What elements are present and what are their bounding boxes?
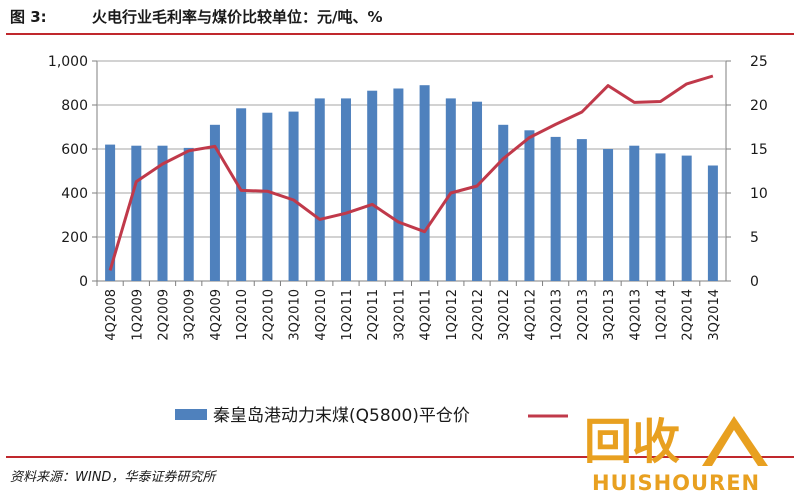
x-tick-label: 3Q2013 bbox=[602, 289, 617, 341]
legend-bar-swatch bbox=[175, 409, 207, 420]
x-tick-label: 3Q2014 bbox=[707, 289, 722, 341]
x-tick-label: 3Q2010 bbox=[288, 289, 303, 341]
watermark-logo: 回收 HUISHOUREN bbox=[584, 414, 768, 495]
bar-2Q2012 bbox=[472, 101, 483, 281]
x-tick-label: 2Q2011 bbox=[366, 289, 381, 341]
x-tick-label: 2Q2013 bbox=[576, 289, 591, 341]
x-tick-label: 3Q2009 bbox=[183, 289, 198, 341]
right-tick-label: 10 bbox=[750, 186, 768, 202]
bar-2Q2010 bbox=[262, 112, 273, 281]
figure-title: 火电行业毛利率与煤价比较单位：元/吨、% bbox=[92, 8, 383, 26]
bar-1Q2011 bbox=[340, 98, 351, 282]
x-tick-label: 3Q2012 bbox=[497, 289, 512, 341]
x-tick-label: 2Q2009 bbox=[157, 289, 172, 341]
right-tick-label: 25 bbox=[750, 54, 768, 70]
bar-2Q2014 bbox=[681, 155, 692, 281]
bar-1Q2013 bbox=[550, 136, 561, 281]
x-tick-label: 4Q2010 bbox=[314, 289, 329, 341]
bar-1Q2010 bbox=[236, 108, 247, 281]
source-note: 资料来源：WIND，华泰证券研究所 bbox=[10, 470, 216, 485]
watermark-cn-text: 回收 bbox=[584, 414, 680, 470]
bar-3Q2010 bbox=[288, 111, 299, 281]
x-tick-label: 2Q2012 bbox=[471, 289, 486, 341]
figure-header: 图 3: 火电行业毛利率与煤价比较单位：元/吨、% bbox=[0, 0, 800, 34]
x-tick-label: 2Q2010 bbox=[261, 289, 276, 341]
bar-2Q2009 bbox=[157, 145, 168, 281]
right-tick-label: 5 bbox=[750, 230, 759, 246]
bar-4Q2009 bbox=[209, 124, 220, 281]
left-tick-label: 800 bbox=[61, 98, 88, 114]
bar-3Q2011 bbox=[393, 88, 404, 281]
bar-4Q2011 bbox=[419, 85, 430, 281]
left-tick-label: 1,000 bbox=[48, 54, 88, 70]
legend-bar-label: 秦皇岛港动力末煤(Q5800)平仓价 bbox=[213, 406, 470, 426]
bar-2Q2013 bbox=[576, 139, 587, 281]
right-tick-label: 20 bbox=[750, 98, 768, 114]
left-tick-label: 0 bbox=[79, 274, 88, 290]
bar-1Q2012 bbox=[445, 98, 456, 282]
right-tick-label: 0 bbox=[750, 274, 759, 290]
bar-4Q2013 bbox=[629, 145, 640, 281]
left-tick-label: 200 bbox=[61, 230, 88, 246]
bar-4Q2012 bbox=[524, 130, 535, 281]
bar-3Q2014 bbox=[707, 165, 718, 281]
left-tick-label: 400 bbox=[61, 186, 88, 202]
bar-3Q2009 bbox=[183, 147, 194, 281]
bar-3Q2013 bbox=[603, 149, 614, 281]
bar-1Q2009 bbox=[131, 145, 142, 281]
bar-3Q2012 bbox=[498, 124, 509, 281]
x-tick-label: 4Q2013 bbox=[628, 289, 643, 341]
x-tick-label: 4Q2011 bbox=[419, 289, 434, 341]
bar-4Q2010 bbox=[314, 98, 325, 282]
bar-1Q2014 bbox=[655, 153, 666, 281]
right-tick-label: 15 bbox=[750, 142, 768, 158]
top-rule bbox=[6, 33, 794, 35]
bar-4Q2008 bbox=[105, 144, 116, 281]
x-tick-label: 4Q2012 bbox=[523, 289, 538, 341]
x-tick-label: 1Q2009 bbox=[130, 289, 145, 341]
x-tick-label: 1Q2010 bbox=[235, 289, 250, 341]
margin-line bbox=[108, 74, 714, 271]
x-tick-label: 1Q2012 bbox=[445, 289, 460, 341]
x-tick-label: 1Q2011 bbox=[340, 289, 355, 341]
figure-label: 图 3: bbox=[10, 8, 47, 26]
x-tick-label: 2Q2014 bbox=[681, 289, 696, 341]
watermark-en-text: HUISHOUREN bbox=[592, 471, 760, 495]
bar-2Q2011 bbox=[367, 90, 378, 281]
left-tick-label: 600 bbox=[61, 142, 88, 158]
x-tick-label: 4Q2009 bbox=[209, 289, 224, 341]
x-tick-label: 1Q2013 bbox=[550, 289, 565, 341]
x-tick-label: 4Q2008 bbox=[104, 289, 119, 341]
x-tick-label: 1Q2014 bbox=[655, 289, 670, 341]
watermark-person-icon bbox=[702, 416, 768, 466]
x-tick-label: 3Q2011 bbox=[392, 289, 407, 341]
bottom-rule bbox=[6, 456, 794, 458]
